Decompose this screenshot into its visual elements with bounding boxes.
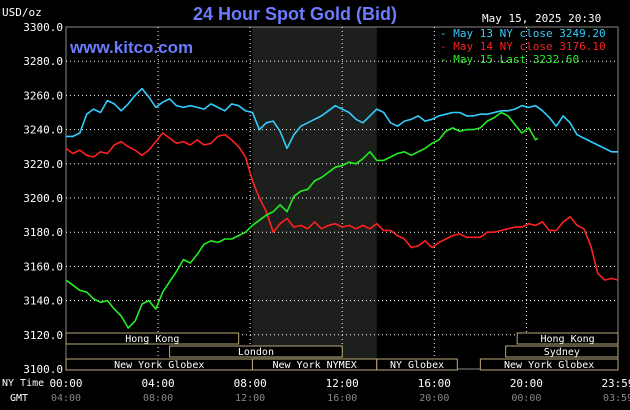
gmt-tick-label: 20:00 [419, 393, 449, 404]
x-tick-label: 08:00 [234, 377, 267, 390]
session-label: London [238, 347, 274, 358]
series-line-1 [65, 132, 619, 281]
gmt-tick-label: 00:00 [511, 393, 541, 404]
x-tick-label: 20:00 [510, 377, 543, 390]
legend-label-may14: May 14 NY close 3176.10 [453, 40, 606, 53]
y-tick-label: 3140.0 [23, 295, 63, 308]
session-bar [505, 345, 619, 358]
session-label: Hong Kong [125, 334, 179, 345]
gmt-tick-label: 08:00 [143, 393, 173, 404]
y-tick-label: 3120.0 [23, 329, 63, 342]
legend-label-may13: May 13 NY close 3249.20 [453, 27, 606, 40]
session-bar [479, 358, 619, 371]
legend-swatch-may13: - [440, 27, 447, 40]
session-label: Hong Kong [540, 334, 594, 345]
chart-date: May 15, 2025 20:30 [482, 12, 602, 25]
legend-swatch-may15: - [440, 53, 447, 66]
x-tick-label: 04:00 [142, 377, 175, 390]
gmt-label: GMT [10, 393, 29, 404]
y-tick-label: 3100.0 [23, 363, 63, 376]
gmt-tick-label: 03:59 [603, 393, 630, 404]
y-tick-label: 3260.0 [23, 89, 63, 102]
session-label: New York Globex [504, 360, 594, 371]
legend-item-may14: - May 14 NY close 3176.10 [440, 40, 606, 53]
y-tick-label: 3200.0 [23, 192, 63, 205]
session-label: NY Globex [390, 360, 444, 371]
gmt-tick-label: 16:00 [327, 393, 357, 404]
gmt-tick-label: 12:00 [235, 393, 265, 404]
legend-swatch-may14: - [440, 40, 447, 53]
x-tick-label: 23:59 [601, 377, 630, 390]
x-tick-label: 00:00 [49, 377, 82, 390]
session-bar [65, 332, 240, 345]
gmt-tick-label: 04:00 [51, 393, 81, 404]
y-tick-label: 3160.0 [23, 260, 63, 273]
session-label: New York NYMEX [272, 360, 356, 371]
y-tick-label: 3220.0 [23, 158, 63, 171]
y-axis-label: USD/oz [2, 6, 42, 19]
session-bar [169, 345, 343, 358]
y-tick-label: 3180.0 [23, 226, 63, 239]
y-tick-label: 3300.0 [23, 21, 63, 34]
legend-item-may13: - May 13 NY close 3249.20 [440, 27, 606, 40]
x-tick-label: 12:00 [326, 377, 359, 390]
y-tick-label: 3280.0 [23, 55, 63, 68]
legend-item-may15: - May 15 Last 3232.60 [440, 53, 579, 66]
legend-label-may15: May 15 Last 3232.60 [453, 53, 580, 66]
chart-title: 24 Hour Spot Gold (Bid) [193, 4, 397, 24]
session-bar [516, 332, 619, 345]
y-tick-label: 3240.0 [23, 124, 63, 137]
x-tick-label: 16:00 [418, 377, 451, 390]
series-line-0 [66, 87, 618, 153]
session-bar [376, 358, 458, 371]
session-label: New York Globex [114, 360, 204, 371]
session-label: Sydney [544, 347, 580, 358]
series-line-2 [65, 111, 539, 329]
ny-time-label: NY Time [2, 378, 45, 389]
watermark: www.kitco.com [70, 38, 194, 57]
